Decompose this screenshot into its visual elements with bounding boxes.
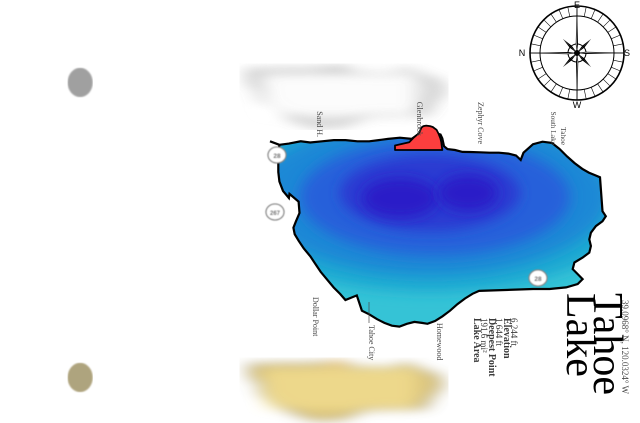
svg-text:Tahoe: Tahoe bbox=[559, 127, 568, 145]
svg-text:6,244 ft: 6,244 ft bbox=[509, 318, 519, 346]
svg-text:39.0968° N, 120.0324° W: 39.0968° N, 120.0324° W bbox=[620, 300, 630, 395]
svg-text:N: N bbox=[519, 48, 526, 58]
svg-text:Sand H.: Sand H. bbox=[315, 111, 324, 137]
svg-text:267: 267 bbox=[270, 211, 281, 217]
svg-text:Tahoe City: Tahoe City bbox=[367, 325, 376, 360]
svg-text:Glenbrook: Glenbrook bbox=[415, 102, 424, 136]
svg-text:Homewood: Homewood bbox=[435, 323, 444, 360]
svg-text:Dollar Point: Dollar Point bbox=[311, 297, 320, 337]
svg-text:South Lake: South Lake bbox=[549, 112, 558, 145]
svg-text:E: E bbox=[574, 0, 580, 10]
svg-text:Zephyr Cove: Zephyr Cove bbox=[476, 102, 485, 144]
svg-text:28: 28 bbox=[273, 153, 281, 160]
svg-text:W: W bbox=[573, 100, 582, 110]
svg-text:S: S bbox=[624, 48, 630, 58]
svg-text:28: 28 bbox=[534, 276, 542, 283]
